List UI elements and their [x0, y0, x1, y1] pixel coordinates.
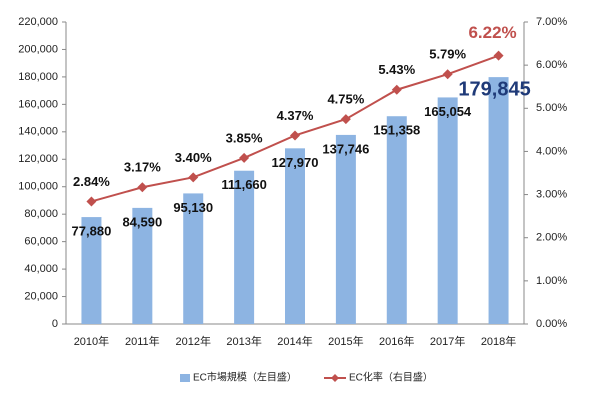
bar-value-label: 84,590 [122, 214, 162, 229]
marker [442, 69, 453, 80]
y-tick-label: 160,000 [18, 98, 58, 110]
marker [493, 50, 504, 61]
line-value-label: 5.43% [378, 62, 415, 77]
marker [239, 152, 250, 163]
bar [132, 207, 153, 324]
y2-tick-label: 0.00% [536, 318, 567, 330]
y-tick-label: 0 [52, 318, 58, 330]
line-value-label: 6.22% [468, 23, 516, 42]
x-tick-label: 2012年 [175, 334, 210, 348]
line-value-label: 4.75% [327, 92, 364, 107]
bar-value-label: 137,746 [322, 141, 369, 156]
x-tick-label: 2015年 [328, 334, 363, 348]
y-tick-label: 120,000 [18, 153, 58, 165]
line-value-label: 3.85% [226, 130, 263, 145]
bar-value-label: 165,054 [424, 104, 472, 119]
legend-label: EC市場規模（左目盛） [193, 371, 297, 384]
bar-value-label: 95,130 [173, 200, 213, 215]
bar [183, 193, 204, 324]
y2-tick-label: 2.00% [536, 232, 567, 244]
marker [391, 84, 402, 95]
y-tick-label: 200,000 [18, 43, 58, 55]
line-value-label: 3.40% [175, 150, 212, 165]
line-value-label: 5.79% [429, 47, 466, 62]
marker [290, 130, 300, 141]
marker [137, 182, 148, 193]
x-tick-label: 2014年 [277, 334, 312, 348]
bar [81, 217, 102, 324]
y-tick-label: 80,000 [24, 208, 58, 220]
legend-label: EC化率（右目盛） [349, 371, 433, 384]
bar [335, 134, 356, 324]
line-value-label: 3.17% [124, 160, 161, 175]
bar-value-label: 127,970 [272, 155, 319, 170]
x-tick-label: 2018年 [481, 334, 516, 348]
marker [86, 196, 97, 207]
bar [437, 97, 458, 324]
bar-value-label: 111,660 [221, 177, 267, 192]
marker [340, 114, 351, 125]
y2-tick-label: 7.00% [536, 16, 567, 28]
bar-value-label: 77,880 [72, 224, 112, 239]
y-tick-label: 100,000 [18, 181, 58, 193]
bar-value-label: 179,845 [458, 78, 530, 100]
y2-tick-label: 3.00% [536, 188, 567, 200]
x-tick-label: 2011年 [125, 334, 160, 348]
bar [386, 116, 407, 324]
x-tick-label: 2010年 [74, 334, 109, 348]
bar [285, 148, 305, 324]
x-tick-label: 2016年 [379, 334, 414, 348]
x-tick-label: 2017年 [430, 334, 465, 348]
y2-tick-label: 6.00% [536, 59, 567, 71]
line-value-label: 2.84% [73, 174, 110, 189]
y-tick-label: 180,000 [18, 71, 58, 83]
y-tick-label: 140,000 [18, 126, 58, 138]
y-tick-label: 40,000 [24, 263, 58, 275]
x-tick-label: 2013年 [226, 334, 261, 348]
marker [188, 172, 199, 183]
y-tick-label: 20,000 [24, 290, 58, 302]
bar [488, 77, 509, 325]
bar [234, 170, 255, 324]
line-value-label: 4.37% [277, 108, 314, 123]
legend-marker [331, 374, 339, 382]
legend-swatch [180, 374, 190, 382]
y2-tick-label: 1.00% [536, 275, 567, 287]
y2-tick-label: 5.00% [536, 102, 567, 114]
bar-value-label: 151,358 [373, 123, 420, 138]
y-tick-label: 220,000 [18, 16, 58, 28]
y-tick-label: 60,000 [24, 236, 58, 248]
y2-tick-label: 4.00% [536, 145, 567, 157]
